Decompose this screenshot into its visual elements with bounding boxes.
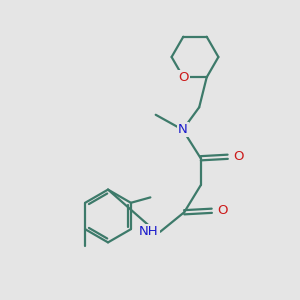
- Text: N: N: [178, 123, 188, 136]
- Text: O: O: [178, 71, 188, 84]
- Text: O: O: [217, 204, 228, 217]
- Text: O: O: [233, 150, 244, 163]
- Text: NH: NH: [139, 225, 159, 238]
